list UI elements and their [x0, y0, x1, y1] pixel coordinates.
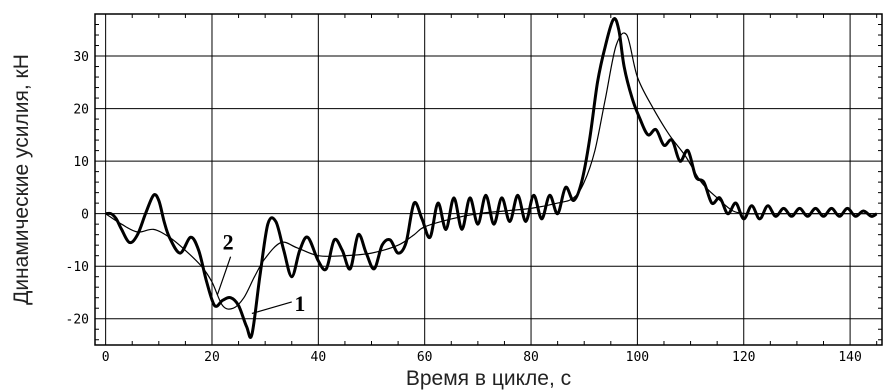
x-tick-labels: 0 20 40 60 80 100 120 140 [102, 350, 862, 365]
x-tick-label: 140 [838, 350, 861, 365]
y-axis-title: Динамические усилия, кН [10, 54, 33, 305]
series-2-leader-line [216, 256, 232, 296]
tick-marks [95, 14, 882, 345]
plot-frame [94, 13, 883, 346]
y-tick-label: 20 [73, 103, 89, 118]
series-1-label: 1 [294, 291, 305, 316]
series-1-line [105, 17, 878, 339]
x-tick-label: 120 [732, 350, 755, 365]
x-tick-label: 0 [102, 350, 110, 365]
vertical-gridlines [105, 14, 851, 345]
y-tick-label: 30 [73, 50, 89, 65]
y-tick-label: -10 [66, 260, 89, 275]
series-2-line [105, 32, 877, 310]
x-tick-label: 100 [626, 350, 649, 365]
x-tick-label: 60 [417, 350, 433, 365]
y-tick-label: 0 [81, 208, 89, 223]
y-tick-label: 10 [73, 155, 89, 170]
series-1-leader-line [251, 301, 292, 315]
y-tick-labels: -20 -10 0 10 20 30 [66, 50, 89, 328]
y-tick-label: -20 [66, 313, 89, 328]
x-tick-label: 20 [204, 350, 220, 365]
x-axis-title: Время в цикле, с [406, 367, 571, 390]
horizontal-gridlines [95, 55, 882, 320]
series-2-label: 2 [223, 229, 234, 254]
x-tick-label: 40 [311, 350, 327, 365]
x-tick-label: 80 [523, 350, 539, 365]
